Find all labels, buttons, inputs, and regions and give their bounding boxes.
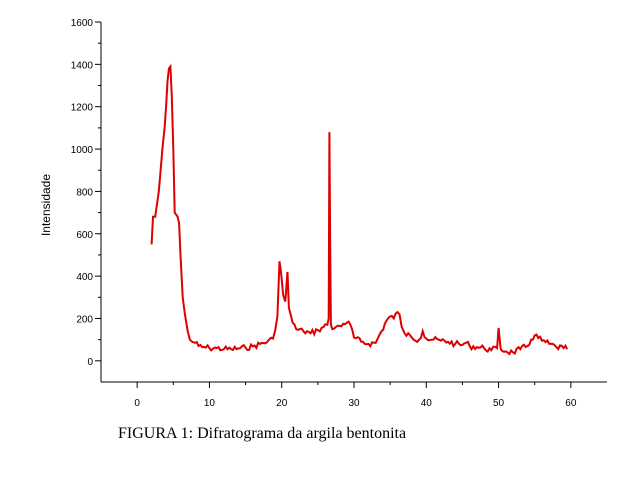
y-tick-label: 1200 <box>71 103 94 114</box>
x-tick-label: 10 <box>204 398 216 409</box>
x-tick-label: 50 <box>493 398 505 409</box>
x-tick-label: 20 <box>276 398 288 409</box>
x-tick-label: 60 <box>565 398 577 409</box>
chart-axes <box>100 22 607 383</box>
x-tick-label: 40 <box>421 398 433 409</box>
figure-caption: FIGURA 1: Difratograma da argila bentoni… <box>118 425 407 442</box>
y-tick-label: 400 <box>76 272 93 283</box>
y-tick-label: 1400 <box>71 60 94 71</box>
y-tick-label: 0 <box>87 357 93 368</box>
y-tick-label: 800 <box>76 187 93 198</box>
y-tick-label: 200 <box>76 314 93 325</box>
diffractogram-line <box>150 63 569 356</box>
y-axis-label: Intensidade <box>39 174 53 236</box>
y-tick-label: 1000 <box>71 145 94 156</box>
x-tick-label: 30 <box>348 398 360 409</box>
x-ticks: 0 10 20 30 40 50 60 <box>134 382 577 409</box>
x-tick-label: 0 <box>134 398 140 409</box>
y-tick-label: 1600 <box>71 18 94 29</box>
y-ticks: 0 200 400 600 800 1000 1200 1400 1600 <box>71 18 101 368</box>
y-tick-label: 600 <box>76 230 93 241</box>
